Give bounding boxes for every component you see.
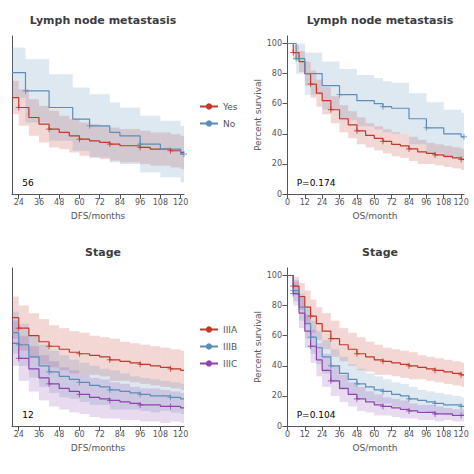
- svg-text:120: 120: [453, 430, 468, 439]
- svg-text:100: 100: [267, 39, 282, 48]
- svg-text:48: 48: [54, 198, 64, 207]
- svg-text:80: 80: [272, 69, 282, 78]
- svg-text:Percent survival: Percent survival: [253, 79, 263, 151]
- svg-text:20: 20: [272, 391, 282, 400]
- svg-text:120: 120: [453, 198, 468, 207]
- svg-text:96: 96: [421, 430, 431, 439]
- svg-text:36: 36: [34, 198, 44, 207]
- svg-text:48: 48: [352, 198, 362, 207]
- svg-text:DFS/months: DFS/months: [71, 443, 126, 453]
- svg-text:DFS/months: DFS/months: [71, 211, 126, 221]
- svg-text:IIIC: IIIC: [223, 359, 237, 369]
- svg-text:IIIA: IIIA: [223, 325, 238, 335]
- svg-text:12: 12: [22, 410, 33, 420]
- svg-text:80: 80: [272, 301, 282, 310]
- svg-text:0: 0: [277, 190, 282, 199]
- svg-text:No: No: [223, 119, 236, 129]
- svg-text:12: 12: [300, 198, 310, 207]
- svg-text:72: 72: [387, 198, 397, 207]
- svg-text:40: 40: [272, 129, 282, 138]
- svg-text:60: 60: [74, 198, 84, 207]
- svg-text:96: 96: [135, 430, 145, 439]
- svg-text:56: 56: [22, 178, 34, 188]
- svg-text:40: 40: [272, 361, 282, 370]
- svg-text:72: 72: [387, 430, 397, 439]
- svg-text:108: 108: [153, 430, 168, 439]
- svg-text:24: 24: [317, 198, 327, 207]
- svg-text:12: 12: [300, 430, 310, 439]
- svg-text:72: 72: [95, 430, 105, 439]
- svg-text:OS/month: OS/month: [352, 211, 397, 221]
- svg-text:P=0.104: P=0.104: [297, 410, 336, 420]
- svg-text:P=0.174: P=0.174: [297, 178, 336, 188]
- svg-text:96: 96: [135, 198, 145, 207]
- svg-text:108: 108: [153, 198, 168, 207]
- svg-text:IIIB: IIIB: [223, 342, 237, 352]
- svg-text:36: 36: [34, 430, 44, 439]
- svg-text:0: 0: [285, 198, 290, 207]
- svg-text:120: 120: [173, 430, 188, 439]
- svg-text:60: 60: [272, 331, 282, 340]
- svg-text:84: 84: [404, 198, 414, 207]
- svg-text:84: 84: [115, 430, 125, 439]
- svg-text:20: 20: [272, 159, 282, 168]
- svg-text:24: 24: [14, 430, 24, 439]
- svg-text:84: 84: [115, 198, 125, 207]
- svg-text:0: 0: [285, 430, 290, 439]
- svg-text:Lymph node metastasis: Lymph node metastasis: [30, 14, 177, 27]
- svg-text:36: 36: [334, 198, 344, 207]
- svg-text:OS/month: OS/month: [352, 443, 397, 453]
- svg-text:72: 72: [95, 198, 105, 207]
- svg-text:108: 108: [436, 430, 451, 439]
- svg-text:48: 48: [54, 430, 64, 439]
- svg-text:48: 48: [352, 430, 362, 439]
- svg-text:36: 36: [334, 430, 344, 439]
- svg-text:0: 0: [277, 422, 282, 431]
- svg-text:Stage: Stage: [85, 246, 121, 259]
- svg-text:Yes: Yes: [222, 102, 238, 112]
- svg-text:60: 60: [369, 430, 379, 439]
- svg-text:Lymph node metastasis: Lymph node metastasis: [307, 14, 454, 27]
- svg-text:120: 120: [173, 198, 188, 207]
- svg-text:100: 100: [267, 271, 282, 280]
- svg-text:24: 24: [14, 198, 24, 207]
- svg-text:84: 84: [404, 430, 414, 439]
- svg-text:24: 24: [317, 430, 327, 439]
- svg-text:60: 60: [74, 430, 84, 439]
- svg-text:96: 96: [421, 198, 431, 207]
- svg-text:Stage: Stage: [362, 246, 398, 259]
- svg-text:60: 60: [369, 198, 379, 207]
- svg-text:Percent survival: Percent survival: [253, 311, 263, 383]
- svg-text:108: 108: [436, 198, 451, 207]
- svg-text:60: 60: [272, 99, 282, 108]
